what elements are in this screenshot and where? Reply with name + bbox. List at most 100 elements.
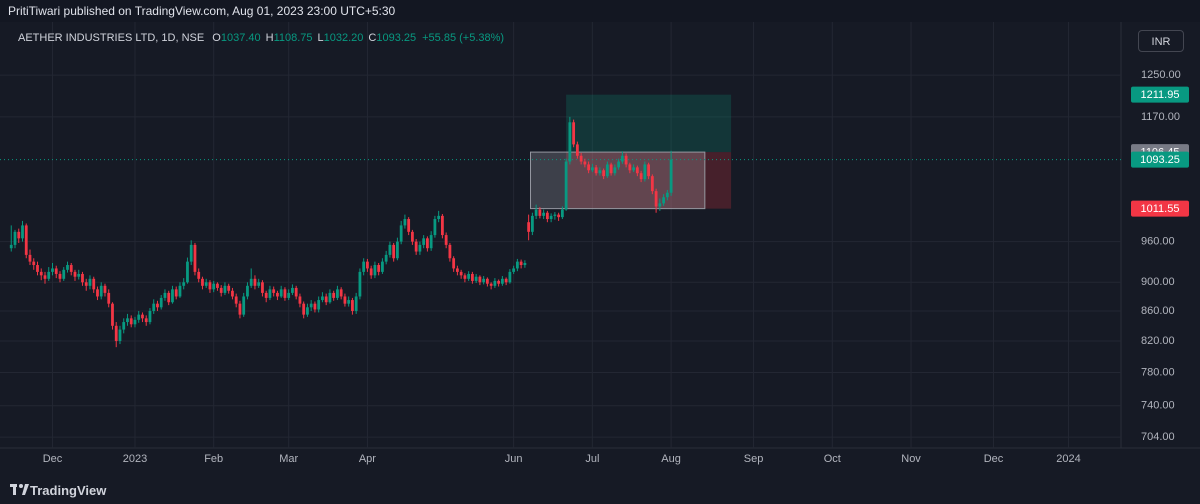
candle-body bbox=[291, 287, 294, 293]
candle-body bbox=[223, 285, 227, 293]
candle-body bbox=[298, 296, 302, 304]
candle-body bbox=[144, 318, 148, 323]
candle-body bbox=[598, 170, 602, 174]
range-box bbox=[530, 151, 706, 210]
candle-body bbox=[418, 244, 422, 252]
x-tick-label: Sep bbox=[744, 453, 764, 465]
candle-body bbox=[141, 314, 144, 319]
candle-body bbox=[197, 271, 201, 279]
legend-value: 1093.25 bbox=[376, 32, 417, 44]
currency-button[interactable]: INR bbox=[1138, 30, 1184, 52]
candle-body bbox=[77, 273, 81, 277]
candle-body bbox=[587, 164, 591, 171]
candle-body bbox=[590, 167, 594, 171]
candle-body bbox=[272, 289, 276, 293]
candle-body bbox=[665, 192, 669, 198]
candle-body bbox=[441, 215, 444, 236]
candle-body bbox=[152, 303, 156, 311]
candle-body bbox=[204, 282, 208, 286]
candle-body bbox=[81, 273, 84, 283]
candle-body bbox=[542, 212, 546, 216]
candle-body bbox=[216, 283, 219, 288]
candle-body bbox=[309, 303, 313, 308]
candle-body bbox=[208, 282, 212, 290]
candle-body bbox=[118, 329, 122, 341]
legend-key: L bbox=[317, 32, 324, 44]
candle-body bbox=[343, 296, 347, 304]
candle-body bbox=[321, 296, 324, 301]
candle-body bbox=[560, 209, 564, 218]
candle-body bbox=[613, 167, 617, 174]
header-bar bbox=[0, 0, 1200, 22]
candle-body bbox=[632, 167, 636, 171]
candle-body bbox=[647, 164, 651, 177]
candle-body bbox=[306, 307, 309, 315]
x-tick-label: Jun bbox=[505, 453, 523, 465]
candle-body bbox=[302, 303, 306, 315]
price-tag bbox=[1131, 200, 1189, 217]
candle-body bbox=[605, 164, 609, 177]
candle-body bbox=[557, 214, 561, 218]
candle-body bbox=[448, 244, 452, 259]
candle-body bbox=[336, 289, 339, 298]
candle-body bbox=[36, 265, 39, 272]
candle-body bbox=[444, 235, 448, 245]
candle-body bbox=[575, 144, 579, 156]
candle-body bbox=[28, 254, 32, 262]
candle-body bbox=[422, 238, 426, 245]
candle-body bbox=[549, 215, 553, 220]
candle-body bbox=[69, 265, 73, 272]
candle-body bbox=[227, 285, 231, 291]
candle-body bbox=[459, 271, 463, 276]
candle-body bbox=[455, 268, 459, 272]
candle-body bbox=[530, 215, 534, 232]
candle-body bbox=[283, 289, 287, 298]
candle-body bbox=[519, 261, 523, 266]
candle-body bbox=[279, 289, 283, 297]
candle-body bbox=[313, 303, 317, 310]
x-tick-label: Mar bbox=[279, 453, 298, 465]
candle-body bbox=[201, 278, 204, 286]
legend-value: 1037.40 bbox=[220, 32, 261, 44]
candle-body bbox=[103, 285, 107, 293]
candle-body bbox=[328, 292, 332, 303]
candle-body bbox=[253, 278, 257, 286]
legend: AETHER INDUSTRIES LTD, 1D, NSE O1037.40 H… bbox=[18, 32, 504, 44]
x-tick-label: Dec bbox=[43, 453, 63, 465]
candle-body bbox=[463, 275, 467, 279]
candle-body bbox=[485, 278, 489, 284]
y-tick-label: 780.00 bbox=[1141, 366, 1175, 378]
candle-body bbox=[568, 122, 572, 162]
candle-body bbox=[264, 292, 268, 298]
candle-body bbox=[407, 219, 411, 232]
candle-body bbox=[523, 262, 527, 266]
legend-key: H bbox=[265, 32, 274, 44]
price-tag-label: 1211.95 bbox=[1141, 89, 1180, 101]
candle-body bbox=[403, 219, 407, 226]
candle-body bbox=[628, 164, 632, 171]
price-tag-label: 1011.55 bbox=[1141, 203, 1180, 215]
candle-body bbox=[624, 155, 628, 165]
candle-body bbox=[654, 191, 658, 207]
candle-body bbox=[249, 278, 253, 286]
candle-body bbox=[583, 161, 587, 165]
candle-body bbox=[515, 261, 519, 269]
candle-body bbox=[351, 300, 354, 311]
candle-body bbox=[276, 292, 279, 297]
candle-body bbox=[553, 214, 557, 216]
candle-body bbox=[212, 283, 216, 290]
candle-body bbox=[373, 265, 377, 276]
candle-body bbox=[493, 280, 497, 286]
price-tag-label: 1093.25 bbox=[1140, 154, 1180, 166]
x-tick-label: 2024 bbox=[1056, 453, 1080, 465]
candle-body bbox=[388, 244, 392, 255]
candle-body bbox=[193, 244, 197, 272]
drawings bbox=[0, 94, 1121, 210]
candle-body bbox=[107, 292, 111, 304]
candle-body bbox=[658, 203, 662, 207]
candle-body bbox=[287, 292, 291, 298]
x-tick-label: Feb bbox=[204, 453, 223, 465]
candle-body bbox=[84, 282, 88, 286]
y-tick-label: 1250.00 bbox=[1141, 69, 1181, 81]
